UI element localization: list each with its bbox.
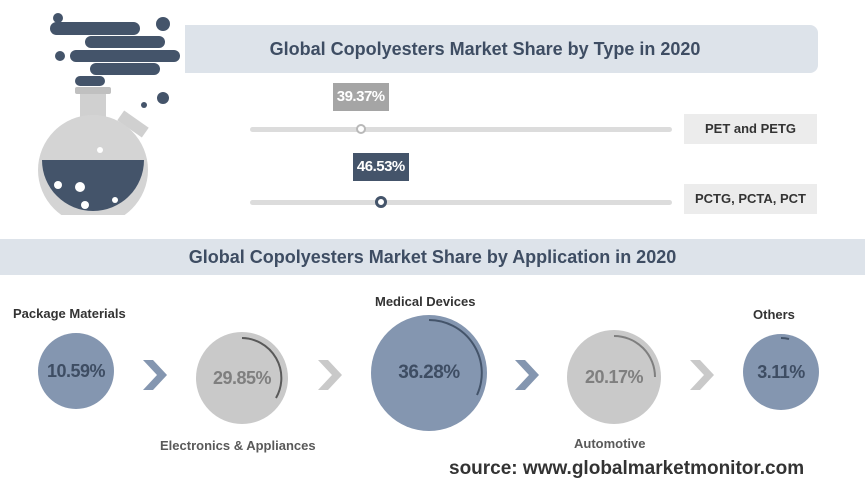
application-chart-title: Global Copolyesters Market Share by Appl… (188, 247, 677, 267)
chevron-right-icon (515, 360, 539, 390)
flask-rim (75, 87, 111, 94)
smoke-wisp (50, 22, 140, 35)
application-title-banner (0, 239, 865, 275)
type-title-banner (185, 25, 818, 73)
type-track-pctg (250, 200, 672, 205)
bubble (112, 197, 118, 203)
smoke-wisp (75, 76, 105, 86)
app-arc-automotive (613, 335, 656, 378)
bubble (75, 182, 85, 192)
smoke-dot (141, 102, 147, 108)
chevron-right-icon (690, 360, 714, 390)
app-label-others: Others (753, 307, 795, 322)
type-label-pctg: PCTG, PCTA, PCT (684, 184, 817, 214)
smoke-wisp (85, 36, 165, 48)
source-note: source: www.globalmarketmonitor.com (449, 458, 805, 479)
app-value-electronics: 29.85% (212, 367, 272, 388)
app-label-medical: Medical Devices (375, 294, 476, 309)
smoke-dot (55, 51, 65, 61)
bubble (97, 147, 103, 153)
app-arc-medical (428, 319, 483, 396)
app-circle-others: 3.11% (743, 334, 819, 410)
app-value-package: 10.59% (46, 360, 106, 381)
type-chart-title: Global Copolyesters Market Share by Type… (269, 39, 701, 59)
bubble (54, 181, 62, 189)
chevron-right-icon (143, 360, 167, 390)
smoke-wisp (90, 63, 160, 75)
flask-liquid (42, 160, 144, 211)
app-value-medical: 36.28% (398, 362, 460, 383)
smoke-dot (156, 17, 170, 31)
bubble (81, 201, 89, 209)
type-label-pet: PET and PETG (684, 114, 817, 144)
type-marker-pet (355, 124, 366, 134)
app-circle-electronics: 29.85% (196, 332, 288, 424)
app-circle-automotive: 20.17% (567, 330, 661, 424)
flask-side-tube (117, 110, 149, 138)
chevron-right-icon (318, 360, 342, 390)
app-arc-electronics (241, 337, 283, 399)
app-circle-medical: 36.28% (371, 315, 487, 431)
app-label-electronics: Electronics & Appliances (160, 438, 316, 453)
app-value-automotive: 20.17% (584, 366, 644, 387)
app-label-package: Package Materials (13, 306, 126, 321)
app-value-others: 3.11% (757, 361, 805, 382)
app-circle-package: 10.59% (38, 333, 114, 409)
type-value-pet: 39.37% (332, 83, 389, 111)
type-value-pctg: 46.53% (352, 153, 409, 181)
type-marker-pctg (374, 196, 387, 208)
app-arc-others (780, 337, 790, 340)
smoke-dot (53, 13, 63, 23)
smoke-wisp (70, 50, 180, 62)
smoke-dot (157, 92, 169, 104)
app-label-automotive: Automotive (574, 436, 646, 451)
type-track-pet (250, 127, 672, 132)
